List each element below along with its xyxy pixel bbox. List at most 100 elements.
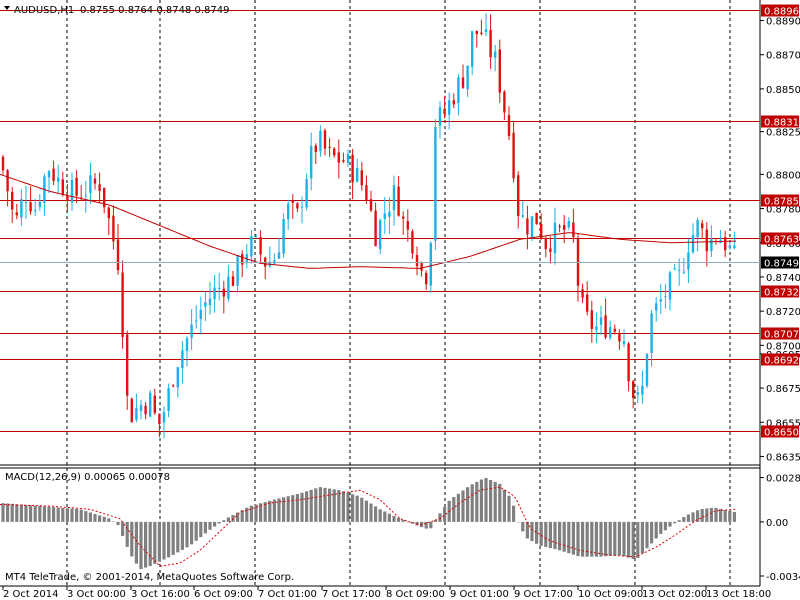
macd-bar — [470, 484, 474, 522]
candle-body — [388, 211, 391, 217]
macd-bar — [654, 521, 658, 539]
macd-bar — [567, 521, 571, 554]
candle-body — [319, 130, 322, 152]
level-tag-bg — [761, 353, 799, 366]
candle-body — [149, 392, 152, 417]
candle-body — [89, 175, 92, 194]
macd-bar — [627, 521, 631, 558]
candle-body — [34, 210, 37, 212]
macd-bar — [364, 500, 368, 522]
macd-bar — [88, 512, 92, 522]
macd-bar — [10, 503, 14, 522]
macd-bar — [157, 521, 161, 562]
candle-body — [632, 381, 635, 398]
macd-bar — [185, 521, 189, 548]
macd-bar — [300, 492, 304, 522]
candle-body — [172, 385, 175, 387]
macd-bar — [530, 521, 534, 542]
candle-body — [38, 201, 41, 207]
candle-body — [641, 385, 644, 395]
candle-body — [471, 31, 474, 67]
time-label: 7 Oct 17:00 — [322, 589, 381, 600]
macd-bar — [512, 505, 516, 522]
candle-body — [218, 287, 221, 289]
time-label: 9 Oct 17:00 — [514, 589, 573, 600]
macd-bar — [714, 507, 718, 522]
candle-body — [287, 203, 290, 220]
candle-body — [480, 32, 483, 35]
macd-label: MACD(12,26,9) 0.00065 0.00078 — [5, 472, 170, 483]
macd-bar — [121, 521, 125, 536]
macd-bar — [723, 509, 727, 522]
candle-body — [466, 65, 469, 90]
time-label: 8 Oct 09:00 — [386, 589, 445, 600]
macd-bar — [562, 521, 566, 552]
macd-bar — [443, 507, 447, 522]
candle-body — [369, 199, 373, 211]
candle-body — [259, 237, 262, 255]
candle-body — [461, 77, 465, 88]
macd-bar — [383, 511, 387, 522]
macd-bar — [351, 494, 355, 522]
macd-bar — [240, 510, 244, 522]
level-tag-value: 0.8707 — [764, 330, 799, 341]
macd-bar — [249, 505, 253, 522]
macd-bar — [401, 519, 405, 522]
macd-bar — [516, 521, 520, 523]
macd-bar — [433, 519, 437, 522]
macd-bar — [558, 521, 562, 551]
candle-body — [526, 218, 529, 235]
time-label: 13 Oct 02:00 — [642, 589, 707, 600]
dropdown-triangle-icon[interactable] — [4, 6, 10, 10]
candle-body — [724, 237, 727, 251]
candlestick-series — [1, 13, 736, 439]
macd-bar — [47, 506, 51, 522]
price-tick-label: 0.8720 — [766, 307, 800, 318]
macd-bar — [42, 506, 46, 522]
time-axis-labels: 2 Oct 2014 3 Oct 00:00 3 Oct 16:00 6 Oct 09… — [2, 586, 771, 600]
macd-bar — [56, 507, 60, 522]
candle-body — [517, 175, 520, 217]
macd-bar — [61, 507, 65, 522]
macd-bar — [682, 517, 686, 522]
macd-bar — [130, 521, 134, 557]
macd-bar — [245, 507, 249, 522]
time-label: 6 Oct 09:00 — [194, 589, 253, 600]
macd-bar — [52, 507, 56, 522]
macd-bar — [254, 504, 258, 522]
level-tag-bg — [761, 194, 799, 207]
macd-bar — [507, 495, 511, 522]
macd-bar — [15, 504, 19, 522]
macd-bar — [29, 505, 33, 522]
macd-bar — [33, 505, 37, 522]
macd-bar — [277, 498, 281, 522]
candle-body — [415, 254, 419, 267]
macd-bar — [406, 521, 410, 523]
macd-bar — [576, 521, 580, 557]
candle-body — [627, 343, 630, 382]
macd-bar — [479, 479, 483, 522]
candle-body — [222, 288, 225, 297]
macd-bar — [617, 521, 621, 556]
candle-body — [107, 207, 110, 219]
candle-body — [273, 260, 276, 264]
vertical-grid — [66, 0, 731, 586]
ohlc-values: 0.8755 0.8764 0.8748 0.8749 — [80, 5, 230, 16]
price-tick-label: 0.8890 — [766, 17, 800, 28]
macd-bar — [111, 521, 115, 522]
price-tick-label: 0.8870 — [766, 51, 800, 62]
candle-body — [93, 178, 97, 184]
candle-body — [176, 367, 179, 388]
macd-bar — [631, 521, 635, 560]
macd-bar — [19, 504, 23, 522]
macd-bar — [397, 518, 401, 522]
candle-body — [57, 177, 60, 182]
price-tick-label: 0.8800 — [766, 170, 800, 181]
candle-body — [429, 243, 432, 286]
candle-body — [599, 317, 603, 325]
candle-body — [691, 234, 695, 253]
candle-body — [144, 405, 147, 415]
macd-bar — [424, 521, 428, 529]
candle-body — [305, 179, 308, 208]
